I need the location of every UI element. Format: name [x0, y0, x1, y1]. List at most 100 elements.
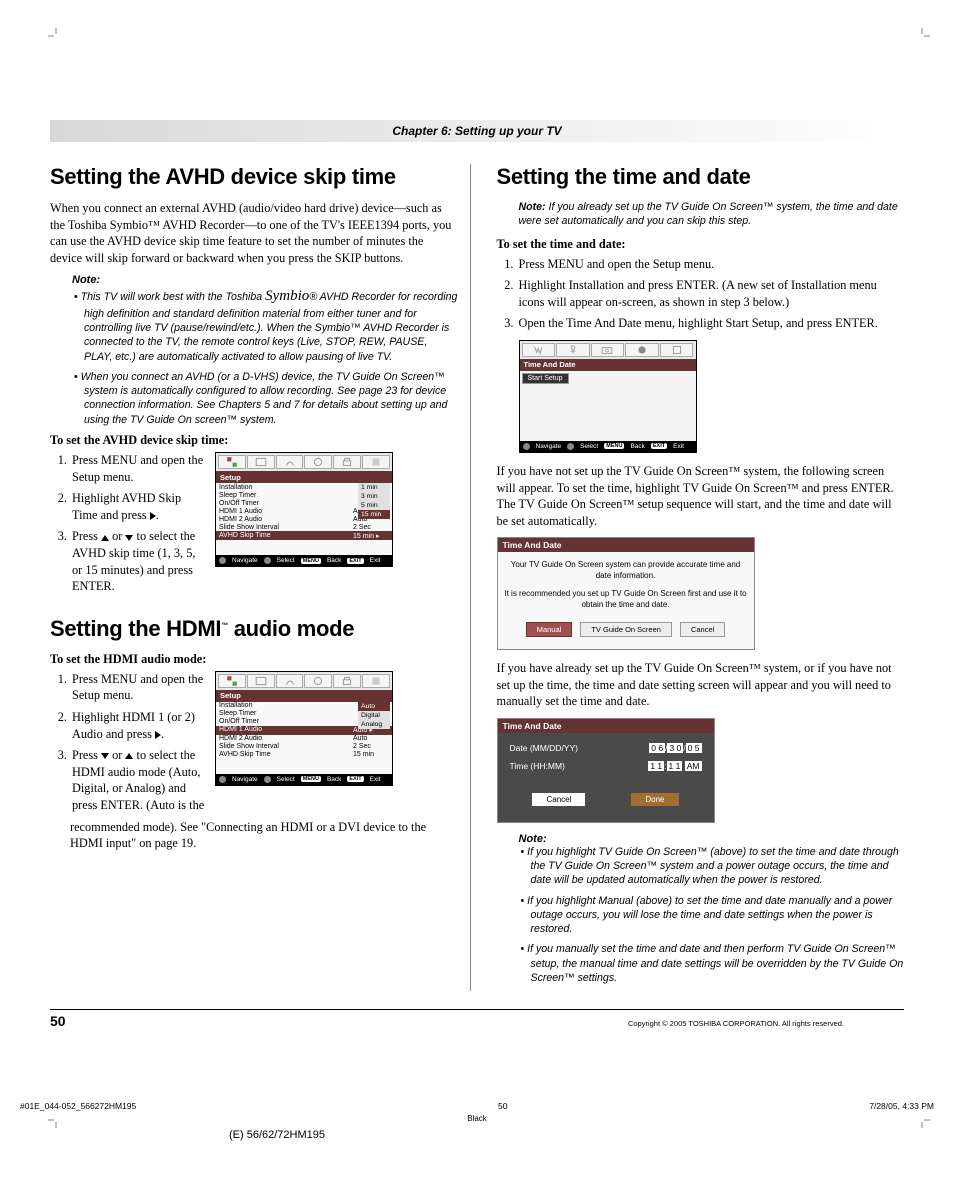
- note-block-bottom: Note: If you highlight TV Guide On Scree…: [519, 833, 905, 986]
- nav-icon: [219, 557, 226, 564]
- menu-rows: 1 min3 min5 min15 min InstallationSleep …: [216, 483, 392, 555]
- print-color: Black: [0, 1114, 954, 1123]
- note-label: Note:: [519, 833, 905, 845]
- date-fields: 0 6/3 0/0 5: [649, 743, 701, 753]
- note-top: Note: If you already set up the TV Guide…: [519, 200, 905, 229]
- nav-icon: [523, 443, 530, 450]
- exit-pill: EXIT: [347, 558, 363, 564]
- menu-rows: AutoDigitalAnalog InstallationSleep Time…: [216, 702, 392, 774]
- heading-timedate: Setting the time and date: [497, 164, 905, 190]
- btn-done: Done: [631, 793, 678, 806]
- menu-pill: MENU: [301, 558, 321, 564]
- menu-footer: Navigate Select MENUBack EXITExit: [520, 441, 696, 452]
- start-setup-button: Start Setup: [522, 373, 569, 384]
- td-step-3: Open the Time And Date menu, highlight S…: [517, 315, 905, 332]
- hdmi-step-1: Press MENU and open the Setup menu.: [70, 671, 205, 704]
- para-manual: If you have already set up the TV Guide …: [497, 660, 905, 710]
- sel-icon: [264, 776, 271, 783]
- sel-icon: [264, 557, 271, 564]
- left-column: Setting the AVHD device skip time When y…: [50, 164, 471, 991]
- avhd-intro: When you connect an external AVHD (audio…: [50, 200, 458, 266]
- menu-tabs: [216, 672, 392, 690]
- menu-screenshot-timedate: Time And Date Start Setup Navigate Selec…: [519, 340, 697, 453]
- note-bullet: If you highlight TV Guide On Screen™ (ab…: [519, 845, 905, 888]
- subhead-timedate: To set the time and date:: [497, 237, 905, 252]
- tab-icon: [304, 455, 332, 469]
- tab-icon: [304, 674, 332, 688]
- dialog-title: Time And Date: [498, 719, 714, 733]
- s3a: Press: [72, 529, 101, 543]
- heading-hdmi: Setting the HDMI™ audio mode: [50, 616, 458, 642]
- tab-icon: [625, 343, 659, 357]
- avhd-step-3: Press or to select the AVHD skip time (1…: [70, 528, 205, 594]
- note-bullet: If you manually set the time and date an…: [519, 942, 905, 985]
- s3b: or: [109, 529, 125, 543]
- note-label: Note:: [72, 274, 458, 286]
- subhead-avhd: To set the AVHD device skip time:: [50, 433, 458, 448]
- exit-pill: EXIT: [651, 443, 667, 449]
- nav-label: Navigate: [536, 443, 562, 450]
- btn-cancel: Cancel: [532, 793, 585, 806]
- right-arrow-icon: [155, 731, 161, 739]
- time-hh: 1 1: [648, 761, 664, 771]
- dialog2-buttons: Cancel Done: [510, 793, 702, 806]
- model-line: (E) 56/62/72HM195: [0, 1129, 954, 1141]
- dialog-body: Your TV Guide On Screen system can provi…: [498, 552, 754, 649]
- steps-with-screenshot-2: Press MENU and open the Setup menu. High…: [50, 671, 458, 819]
- back-label: Back: [327, 776, 341, 783]
- date-label: Date (MM/DD/YY): [510, 743, 578, 753]
- right-column: Setting the time and date Note: If you a…: [497, 164, 905, 991]
- step2-text: Highlight AVHD Skip Time and press: [72, 491, 181, 522]
- h2s3a: Press: [72, 748, 101, 762]
- back-label: Back: [327, 557, 341, 564]
- menu-row: Slide Show Interval2 Sec: [216, 523, 392, 531]
- dialog-manual-date: Time And Date Date (MM/DD/YY) 0 6/3 0/0 …: [497, 718, 715, 823]
- tab-icon: [556, 343, 590, 357]
- avhd-step-2: Highlight AVHD Skip Time and press .: [70, 490, 205, 523]
- menu-row: AVHD Skip Time15 min: [216, 751, 392, 759]
- print-date: 7/28/05, 4:33 PM: [869, 1101, 934, 1111]
- td-step-1: Press MENU and open the Setup menu.: [517, 256, 905, 273]
- menu-tabs: [216, 453, 392, 471]
- hdmi-step-3: Press or to select the HDMI audio mode (…: [70, 747, 205, 813]
- print-footer: #01E_044-052_566272HM195 50 7/28/05, 4:3…: [0, 1101, 954, 1111]
- sel-icon: [567, 443, 574, 450]
- menu-screenshot-avhd: Setup 1 min3 min5 min15 min Installation…: [215, 452, 393, 567]
- tab-icon: [660, 343, 694, 357]
- menu-row: Slide Show Interval2 Sec: [216, 743, 392, 751]
- date-row: Date (MM/DD/YY) 0 6/3 0/0 5: [510, 743, 702, 753]
- para-tvguide: If you have not set up the TV Guide On S…: [497, 463, 905, 529]
- menu-screenshot-hdmi: Setup AutoDigitalAnalog InstallationSlee…: [215, 671, 393, 786]
- menu-pill: MENU: [604, 443, 624, 449]
- note-block-1: Note: This TV will work best with the To…: [72, 274, 458, 427]
- time-fields: 1 1:1 1 AM: [648, 761, 701, 771]
- menu-row: AVHD Skip Time15 min ▸: [216, 531, 392, 540]
- menu-side-item: 3 min: [358, 492, 390, 501]
- h2s2: Highlight HDMI 1 (or 2) Audio and press: [72, 710, 195, 741]
- tab-icon: [591, 343, 625, 357]
- menu-tabs: [520, 341, 696, 359]
- tab-icon: [276, 674, 304, 688]
- btn-tvguide: TV Guide On Screen: [580, 622, 672, 637]
- dialog-tvguide: Time And Date Your TV Guide On Screen sy…: [497, 537, 755, 650]
- copyright: Copyright © 2005 TOSHIBA CORPORATION. Al…: [628, 1019, 844, 1028]
- print-page: 50: [498, 1101, 507, 1111]
- note1-text-a: This TV will work best with the Toshiba: [81, 291, 265, 303]
- down-arrow-icon: [101, 753, 109, 759]
- up-arrow-icon: [101, 535, 109, 541]
- h2s3b: or: [109, 748, 125, 762]
- right-arrow-icon: [150, 512, 156, 520]
- sel-label: Select: [580, 443, 598, 450]
- timedate-steps: Press MENU and open the Setup menu. High…: [517, 256, 905, 332]
- sel-label: Select: [277, 557, 295, 564]
- dialog-buttons: Manual TV Guide On Screen Cancel: [504, 618, 748, 641]
- tab-icon: [218, 674, 246, 688]
- tab-icon: [362, 674, 390, 688]
- menu-side-item: 15 min: [358, 510, 390, 519]
- menu-side-options: 1 min3 min5 min15 min: [358, 483, 390, 519]
- menu-side-item: Digital: [358, 711, 390, 720]
- page-footer: 50 Copyright © 2005 TOSHIBA CORPORATION.…: [50, 1009, 904, 1029]
- date-mm: 0 6: [649, 743, 665, 753]
- hdmi-step-2: Highlight HDMI 1 (or 2) Audio and press …: [70, 709, 205, 742]
- avhd-step-1: Press MENU and open the Setup menu.: [70, 452, 205, 485]
